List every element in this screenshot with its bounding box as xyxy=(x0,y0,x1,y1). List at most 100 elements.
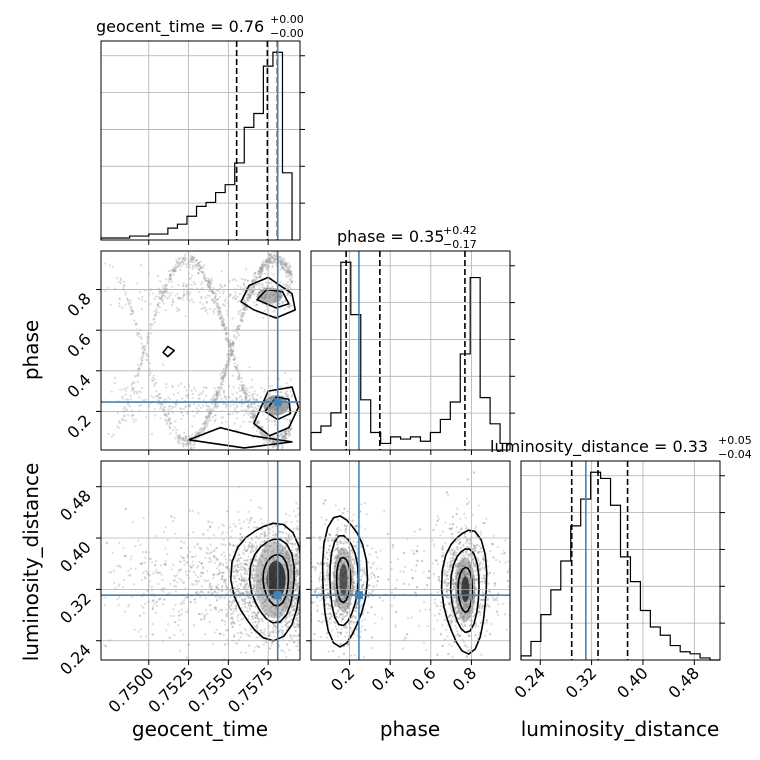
phase_vs_geocent_time-scatter-point xyxy=(151,292,155,295)
luminosity_distance_vs_geocent_time-scatter-point xyxy=(264,608,267,612)
phase_vs_geocent_time-scatter-point xyxy=(223,324,226,328)
phase_vs_geocent_time-scatter-point xyxy=(160,404,164,407)
phase_vs_geocent_time-scatter-point xyxy=(178,262,181,266)
luminosity_distance_vs_geocent_time-scatter-point xyxy=(258,558,261,561)
phase_vs_geocent_time-scatter-point xyxy=(225,420,228,423)
phase_vs_geocent_time-scatter-point xyxy=(245,308,248,311)
luminosity_distance_vs_phase-scatter-point xyxy=(352,513,355,516)
phase_vs_geocent_time-scatter-point xyxy=(184,315,187,318)
luminosity_distance_vs_geocent_time-scatter-point xyxy=(280,615,283,618)
phase_vs_geocent_time-scatter-point xyxy=(245,395,248,398)
luminosity_distance_vs_geocent_time-scatter-point xyxy=(159,564,163,567)
luminosity_distance_vs_geocent_time-scatter-point xyxy=(296,582,299,585)
luminosity_distance_vs_geocent_time-scatter-point xyxy=(273,535,277,538)
phase_vs_geocent_time-scatter-point xyxy=(206,421,209,424)
phase_vs_geocent_time-scatter-point xyxy=(221,376,225,380)
phase_vs_geocent_time-scatter-point xyxy=(228,349,231,352)
phase_vs_geocent_time-scatter-point xyxy=(121,397,124,400)
phase_vs_geocent_time-scatter-point xyxy=(172,273,175,276)
luminosity_distance_vs_geocent_time-scatter-point xyxy=(259,543,262,546)
phase_vs_geocent_time-scatter-point xyxy=(174,269,177,272)
phase_vs_geocent_time-contour-1 xyxy=(256,288,290,309)
luminosity_distance_vs_geocent_time-scatter-point xyxy=(295,502,298,505)
luminosity_distance_vs_geocent_time-scatter-point xyxy=(287,599,290,602)
luminosity_distance_vs_geocent_time-scatter-point xyxy=(166,553,169,556)
phase_vs_geocent_time-scatter-point xyxy=(146,342,149,345)
phase_vs_geocent_time-scatter-point xyxy=(225,332,228,335)
luminosity_distance_vs_geocent_time-scatter-point xyxy=(244,584,247,588)
phase_vs_geocent_time-scatter-point xyxy=(179,261,182,264)
luminosity_distance_vs_geocent_time-scatter-point xyxy=(251,574,254,577)
phase_vs_geocent_time-scatter-point xyxy=(218,310,221,313)
phase_vs_geocent_time-scatter-point xyxy=(166,297,169,300)
luminosity_distance_vs_geocent_time-scatter-point xyxy=(246,591,249,594)
phase_vs_geocent_time-scatter-point xyxy=(156,398,159,401)
phase_vs_geocent_time-scatter-point xyxy=(118,420,121,423)
phase_vs_geocent_time-scatter-point xyxy=(252,397,255,400)
luminosity_distance_vs_geocent_time-scatter-point xyxy=(235,559,239,563)
luminosity_distance_vs_geocent_time-scatter-point xyxy=(258,586,261,590)
luminosity_distance_vs_geocent_time-scatter-point xyxy=(215,628,218,631)
luminosity_distance_vs_geocent_time-scatter-point xyxy=(271,557,274,560)
luminosity_distance_vs_geocent_time-scatter-point xyxy=(290,572,293,575)
luminosity_distance_vs_geocent_time-scatter-point xyxy=(285,598,288,602)
phase_vs_geocent_time-scatter-point xyxy=(282,283,285,286)
luminosity_distance_vs_geocent_time-scatter-point xyxy=(264,582,267,585)
phase_vs_geocent_time-scatter-point xyxy=(248,292,252,295)
phase_vs_geocent_time-scatter-point xyxy=(233,334,236,337)
phase_vs_geocent_time-scatter-point xyxy=(215,394,219,398)
phase_vs_geocent_time-scatter-point xyxy=(244,392,247,395)
luminosity_distance_vs_geocent_time-scatter-point xyxy=(185,561,189,564)
luminosity_distance_vs_phase-scatter-point xyxy=(338,613,341,616)
luminosity_distance_vs_geocent_time-scatter-point xyxy=(180,546,183,550)
phase_vs_geocent_time-scatter-point xyxy=(213,302,216,305)
luminosity_distance_vs_geocent_time-scatter-point xyxy=(243,562,246,565)
phase_vs_geocent_time-scatter-point xyxy=(224,406,228,409)
phase_vs_geocent_time-scatter-point xyxy=(226,309,229,312)
luminosity_distance_vs_phase-scatter-point xyxy=(452,600,455,603)
phase_vs_geocent_time-scatter-point xyxy=(209,411,212,414)
phase_vs_geocent_time-scatter-point xyxy=(220,375,223,378)
luminosity_distance_vs_geocent_time-scatter-point xyxy=(239,556,242,560)
phase_vs_geocent_time-scatter-point xyxy=(133,319,136,322)
phase_vs_geocent_time-scatter-point xyxy=(226,366,229,369)
luminosity_distance_vs_geocent_time-scatter-point xyxy=(163,598,166,601)
phase_vs_geocent_time-scatter-point xyxy=(179,407,182,411)
phase_vs_geocent_time-scatter-point xyxy=(174,265,178,268)
phase_vs_geocent_time-scatter-point xyxy=(185,442,189,445)
phase_vs_geocent_time-scatter-point xyxy=(232,358,235,361)
luminosity_distance_vs_geocent_time-scatter-point xyxy=(287,533,290,536)
luminosity_distance_vs_geocent_time-scatter-point xyxy=(225,586,228,590)
phase_vs_geocent_time-scatter-point xyxy=(218,391,221,394)
phase_vs_geocent_time-scatter-point xyxy=(262,264,265,267)
phase_vs_geocent_time-scatter-point xyxy=(223,322,226,325)
luminosity_distance_vs_phase-scatter-point xyxy=(457,564,460,567)
luminosity_distance_vs_geocent_time-scatter-point xyxy=(245,549,248,553)
phase_vs_geocent_time-scatter-point xyxy=(240,316,243,319)
luminosity_distance_vs_geocent_time-scatter-point xyxy=(261,554,264,557)
luminosity_distance_vs_geocent_time-scatter-point xyxy=(219,571,222,574)
phase_vs_geocent_time-scatter-point xyxy=(203,420,206,423)
luminosity_distance_vs_geocent_time-scatter-point xyxy=(137,630,140,633)
luminosity_distance_vs_geocent_time-scatter-point xyxy=(251,572,254,575)
phase_vs_geocent_time-scatter-point xyxy=(283,437,286,440)
phase_vs_geocent_time-scatter-point xyxy=(180,411,183,414)
phase_vs_geocent_time-scatter-point xyxy=(162,290,165,293)
luminosity_distance_vs_phase-scatter-point xyxy=(339,631,343,634)
phase_vs_geocent_time-scatter-point xyxy=(229,293,232,296)
phase_vs_geocent_time-scatter-point xyxy=(228,358,231,361)
luminosity_distance_vs_geocent_time-scatter-point xyxy=(235,642,238,645)
luminosity_distance_vs_geocent_time-scatter-point xyxy=(244,590,248,593)
phase_vs_geocent_time-scatter-point xyxy=(207,411,210,414)
luminosity_distance_vs_geocent_time-scatter-point xyxy=(170,568,173,571)
phase_vs_geocent_time-scatter-point xyxy=(172,269,175,273)
phase_vs_geocent_time-scatter-point xyxy=(189,257,192,260)
phase_vs_geocent_time-scatter-point xyxy=(215,293,218,296)
phase_vs_geocent_time-scatter-point xyxy=(207,413,210,416)
luminosity_distance_vs_geocent_time-scatter-point xyxy=(284,623,287,627)
luminosity_distance_vs_geocent_time-scatter-point xyxy=(235,642,238,645)
phase_vs_geocent_time-scatter-point xyxy=(218,295,222,299)
luminosity_distance_vs_geocent_time-scatter-point xyxy=(272,598,275,602)
luminosity_distance_vs_geocent_time-scatter-point xyxy=(251,615,254,618)
luminosity_distance_vs_geocent_time-scatter-point xyxy=(285,520,288,524)
